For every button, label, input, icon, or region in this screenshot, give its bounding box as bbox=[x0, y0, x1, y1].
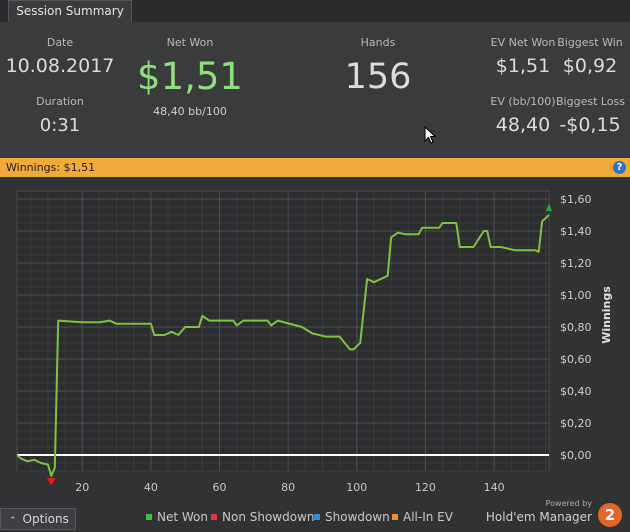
biggest-win-label: Biggest Win bbox=[557, 36, 623, 49]
ev-bb100-label: EV (bb/100) bbox=[490, 95, 556, 108]
net-won-bb100: 48,40 bb/100 bbox=[153, 105, 227, 118]
y-axis-label: Winnings bbox=[600, 286, 613, 344]
y-tick-label: $1,20 bbox=[560, 257, 592, 270]
stats-panel: Date 10.08.2017 Duration 0:31 Net Won $1… bbox=[0, 22, 630, 158]
legend-item-showdown[interactable]: Showdown bbox=[314, 510, 390, 524]
x-tick-label: 120 bbox=[415, 481, 436, 494]
x-tick-label: 80 bbox=[281, 481, 295, 494]
hands-label: Hands bbox=[360, 36, 396, 49]
brand-name: Hold'em Manager bbox=[485, 510, 592, 524]
powered-by-text: Powered by bbox=[545, 499, 592, 508]
ev-net-won-value: $1,51 bbox=[495, 55, 551, 77]
biggest-loss-value: -$0,15 bbox=[559, 114, 621, 136]
legend-item-all-in-ev[interactable]: All-In EV bbox=[392, 510, 453, 524]
net-won-line bbox=[16, 214, 550, 477]
y-tick-label: $0,80 bbox=[560, 321, 592, 334]
y-tick-label: $1,00 bbox=[560, 289, 592, 302]
hands-value: 156 bbox=[344, 57, 412, 97]
duration-label: Duration bbox=[36, 95, 84, 108]
net-won-value: $1,51 bbox=[137, 55, 243, 98]
winnings-banner: Winnings: $1,51 ? bbox=[0, 158, 630, 177]
y-tick-label: $1,60 bbox=[560, 193, 592, 206]
mouse-cursor-icon bbox=[424, 126, 437, 144]
biggest-loss-label: Biggest Loss bbox=[556, 95, 626, 108]
date-value: 10.08.2017 bbox=[5, 55, 115, 77]
duration-value: 0:31 bbox=[39, 115, 81, 136]
highest-point-marker bbox=[546, 203, 552, 211]
plot-background bbox=[16, 190, 550, 472]
lowest-point-marker bbox=[45, 477, 57, 487]
winnings-text: Winnings: $1,51 bbox=[6, 161, 96, 174]
y-tick-label: $1,40 bbox=[560, 225, 592, 238]
legend-item-net-won[interactable]: Net Won bbox=[146, 510, 208, 524]
x-tick-label: 100 bbox=[346, 481, 367, 494]
biggest-win-value: $0,92 bbox=[562, 55, 618, 77]
x-tick-label: 140 bbox=[484, 481, 505, 494]
net-won-label: Net Won bbox=[166, 36, 214, 49]
chart-area: 20 40 60 80 100 120 140 $0,00 $0,20 $0,40 $0,60 $0,… bbox=[0, 177, 630, 532]
x-tick-label: 60 bbox=[213, 481, 227, 494]
winnings-chart: 20 40 60 80 100 120 140 $0,00 $0,20 $0,40 $0,60 $0,… bbox=[16, 190, 613, 494]
y-tick-label: $0,60 bbox=[560, 353, 592, 366]
ev-net-won-label: EV Net Won bbox=[490, 36, 556, 49]
tab-session-summary[interactable]: Session Summary bbox=[8, 0, 132, 22]
ev-bb100-value: 48,40 bbox=[495, 114, 551, 136]
chevron-up-icon: ⌃ bbox=[9, 516, 17, 526]
help-icon[interactable]: ? bbox=[613, 161, 626, 174]
y-tick-label: $0,00 bbox=[560, 449, 592, 462]
legend-item-non-showdown[interactable]: Non Showdown bbox=[211, 510, 315, 524]
title-bar: Session Summary bbox=[0, 0, 630, 22]
x-tick-label: 20 bbox=[75, 481, 89, 494]
y-tick-label: $0,40 bbox=[560, 385, 592, 398]
date-label: Date bbox=[46, 36, 74, 49]
x-tick-label: 40 bbox=[144, 481, 158, 494]
hm2-logo-icon: 2 bbox=[598, 503, 622, 527]
options-button[interactable]: ⌃ Options bbox=[0, 508, 76, 530]
y-tick-label: $0,20 bbox=[560, 417, 592, 430]
options-label: Options bbox=[22, 512, 69, 526]
